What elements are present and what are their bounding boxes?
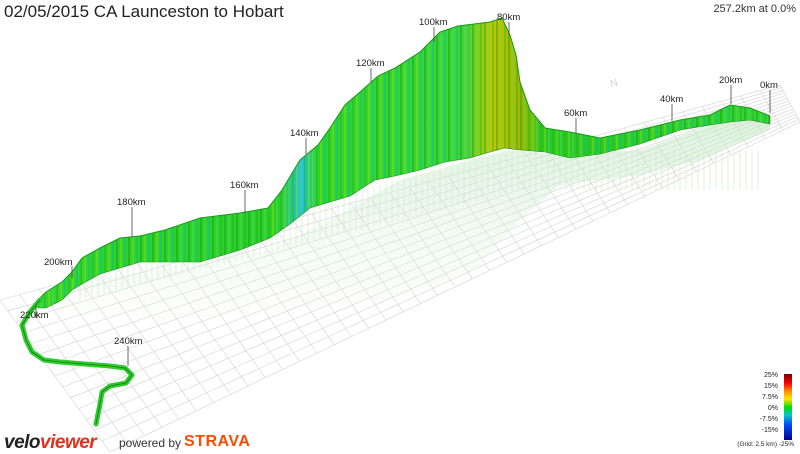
km-label-120: 120km <box>356 58 385 69</box>
legend-label: 7.5% <box>762 394 778 401</box>
legend-label: -7.5% <box>759 416 778 423</box>
elevation-shadow <box>40 118 770 318</box>
elevation-ridge <box>37 17 771 301</box>
km-label-20: 20km <box>719 75 742 86</box>
slope-legend: 25% 15% 7.5% 0% -7.5% -15% <box>752 372 792 448</box>
km-label-60: 60km <box>564 108 587 119</box>
km-label-0: 0km <box>760 80 778 91</box>
logo-viewer-text: viewer <box>40 432 97 453</box>
legend-label: 15% <box>763 383 778 390</box>
legend-label: 25% <box>763 372 778 379</box>
km-label-240: 240km <box>114 336 143 347</box>
page-title: 02/05/2015 CA Launceston to Hobart <box>4 2 284 21</box>
km-label-220: 220km <box>20 310 49 321</box>
legend-label: -15% <box>761 427 778 434</box>
km-label-80: 80km <box>497 12 520 23</box>
km-label-140: 140km <box>290 128 319 139</box>
km-label-180: 180km <box>117 197 146 208</box>
legend-label: 0% <box>767 405 778 412</box>
km-markers: 0km 20km 40km 60km 80km 100km 120km 140k… <box>20 12 778 366</box>
strava-logo[interactable]: STRAVA <box>184 433 251 450</box>
grid-scale-note: (Grid: 2.5 km) -25% <box>737 441 794 448</box>
north-indicator-icon: N <box>609 78 619 90</box>
powered-by-text: powered by <box>119 436 182 450</box>
position-readout: 257.2km at 0.0% <box>713 3 796 15</box>
km-label-200: 200km <box>44 257 73 268</box>
veloviewer-logo[interactable]: veloviewer <box>4 432 97 453</box>
legend-color-bar <box>784 374 792 440</box>
route-tail-edge <box>21 299 133 425</box>
km-label-100: 100km <box>419 17 448 28</box>
km-label-40: 40km <box>660 94 683 105</box>
logo-velo-text: velo <box>4 432 41 453</box>
km-label-160: 160km <box>230 180 259 191</box>
